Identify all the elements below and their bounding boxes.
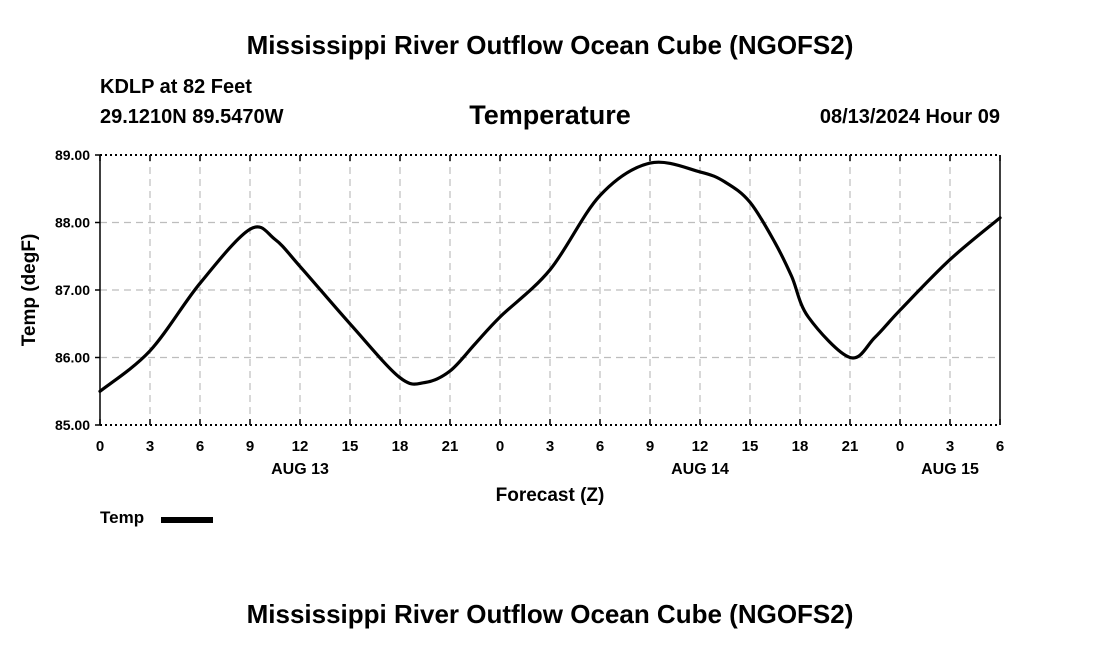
x-tick-label: 6 (596, 438, 604, 455)
x-tick-label: 6 (196, 438, 204, 455)
x-tick-label: 21 (842, 438, 859, 455)
y-tick-label: 88.00 (55, 215, 90, 231)
y-tick-label: 89.00 (55, 147, 90, 163)
x-tick-label: 9 (246, 438, 254, 455)
x-tick-label: 18 (392, 438, 409, 455)
legend-label: Temp (100, 508, 145, 527)
station-coordinates: 29.1210N 89.5470W (100, 106, 284, 128)
legend-line-swatch (161, 517, 213, 523)
y-tick-label: 86.00 (55, 350, 90, 366)
x-tick-label: 3 (546, 438, 554, 455)
forecast-timestamp: 08/13/2024 Hour 09 (819, 106, 1000, 128)
x-tick-label: 21 (442, 438, 459, 455)
date-label: AUG 13 (271, 461, 329, 478)
x-tick-label: 0 (896, 438, 904, 455)
date-label: AUG 15 (921, 461, 979, 478)
x-axis-title: Forecast (Z) (496, 485, 605, 506)
x-tick-label: 18 (792, 438, 809, 455)
x-tick-label: 3 (946, 438, 954, 455)
x-tick-label: 15 (342, 438, 359, 455)
station-label: KDLP at 82 Feet (100, 76, 252, 98)
x-tick-label: 0 (96, 438, 104, 455)
x-tick-label: 6 (996, 438, 1004, 455)
y-axis-title: Temp (degF) (19, 234, 40, 347)
parameter-title: Temperature (469, 100, 631, 130)
x-tick-label: 3 (146, 438, 154, 455)
x-tick-label: 9 (646, 438, 654, 455)
x-tick-label: 0 (496, 438, 504, 455)
chart-title: Mississippi River Outflow Ocean Cube (NG… (246, 30, 854, 60)
y-tick-label: 87.00 (55, 282, 90, 298)
x-tick-label: 15 (742, 438, 759, 455)
date-label: AUG 14 (671, 461, 729, 478)
y-tick-label: 85.00 (55, 417, 90, 433)
temp-series-line (98, 160, 1002, 393)
footer-title: Mississippi River Outflow Ocean Cube (NG… (246, 599, 854, 629)
x-tick-label: 12 (292, 438, 309, 455)
x-tick-label: 12 (692, 438, 709, 455)
